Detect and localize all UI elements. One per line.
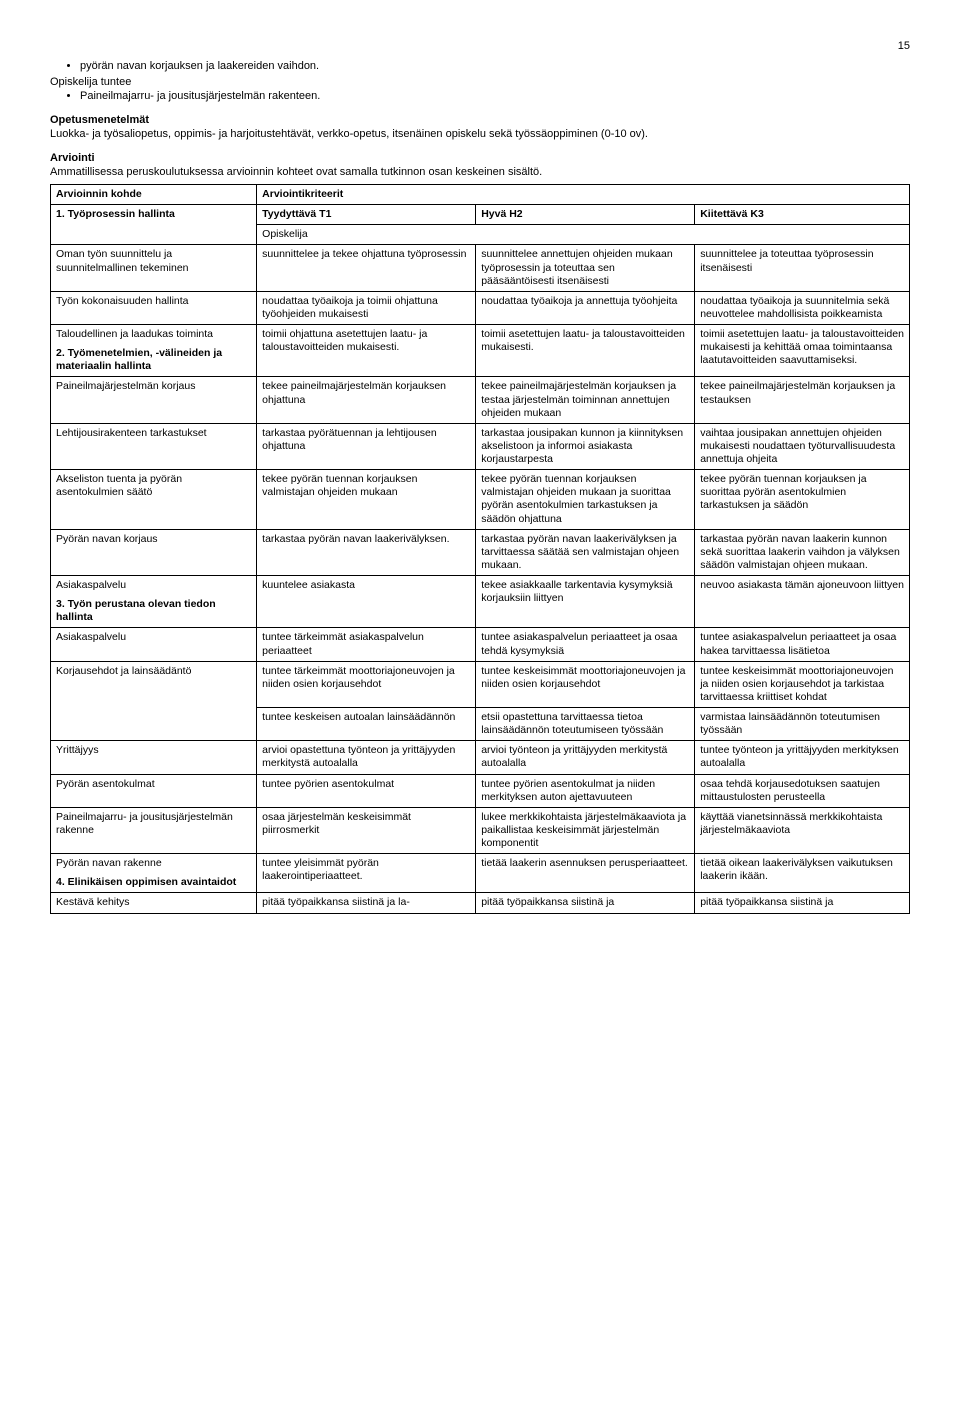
r-jousitus-c2: osaa järjestelmän keskeisimmät piirrosme… <box>257 807 476 853</box>
intro-bullet-1: pyörän navan korjauksen ja laakereiden v… <box>80 60 910 72</box>
r-taloud-c2: toimii ohjattuna asetettujen laatu- ja t… <box>257 325 476 377</box>
r-navankorjaus-c3: tarkastaa pyörän navan laakerivälyksen j… <box>476 529 695 575</box>
r-lehti-c2: tarkastaa pyörätuennan ja lehtijousen oh… <box>257 423 476 469</box>
r-oman-c4: suunnittelee ja toteuttaa työprosessin i… <box>695 245 910 291</box>
r-tyokok-c4: noudattaa työaikoja ja suunnitelmia sekä… <box>695 291 910 324</box>
r-taloud-c4: toimii asetettujen laatu- ja taloustavoi… <box>695 325 910 377</box>
r-asentokulmat-c2: tuntee pyörien asentokulmat <box>257 774 476 807</box>
r-navanrakenne-c2: tuntee yleisimmät pyörän laakerointiperi… <box>257 854 476 893</box>
arviointi-text: Ammatillisessa peruskoulutuksessa arvioi… <box>50 166 910 178</box>
r-jousitus-c3: lukee merkkikohtaista järjestelmäkaaviot… <box>476 807 695 853</box>
r-oman-c2: suunnittelee ja tekee ohjattuna työprose… <box>257 245 476 291</box>
criteria-table: Arvioinnin kohde Arviointikriteerit 1. T… <box>50 184 910 914</box>
r-lainsaad2-c2: tuntee keskeisen autoalan lainsäädännön <box>257 708 476 741</box>
r-navankorjaus-c4: tarkastaa pyörän navan laakerin kunnon s… <box>695 529 910 575</box>
hdr-kohde: Arvioinnin kohde <box>51 185 257 205</box>
r-asiakaspalv2-c1: Asiakaspalvelu <box>51 628 257 661</box>
r-asentokulmat-c1: Pyörän asentokulmat <box>51 774 257 807</box>
r-asiakaspalv1-c2: kuuntelee asiakasta <box>257 576 476 628</box>
r-navanrakenne-c1: Pyörän navan rakenne <box>51 854 257 874</box>
r-korjause-c2: tuntee tärkeimmät moottoriajoneuvojen ja… <box>257 661 476 707</box>
r-taloud-c3: toimii asetettujen laatu- ja taloustavoi… <box>476 325 695 377</box>
r-navankorjaus-c1: Pyörän navan korjaus <box>51 529 257 575</box>
blank-under-row1 <box>51 225 257 245</box>
r-akseli-c3: tekee pyörän tuennan korjauksen valmista… <box>476 470 695 530</box>
opetus-heading: Opetusmenetelmät <box>50 114 910 126</box>
r-korjause-c1: Korjausehdot ja lainsäädäntö <box>51 661 257 741</box>
r-tyokok-c2: noudattaa työaikoja ja toimii ohjattuna … <box>257 291 476 324</box>
r-lainsaad2-c4: varmistaa lainsäädännön toteutumisen työ… <box>695 708 910 741</box>
r-oman-c1: Oman työn suunnittelu ja suunnitelmallin… <box>51 245 257 291</box>
r-navanrakenne-c3: tietää laakerin asennuksen perusperiaatt… <box>476 854 695 893</box>
r-jousitus-c1: Paineilmajarru- ja jousitusjärjestelmän … <box>51 807 257 853</box>
r-paineilma-c3: tekee paineilmajärjestelmän korjauksen j… <box>476 377 695 423</box>
r-asiakaspalv2-c4: tuntee asiakaspalvelun periaatteet ja os… <box>695 628 910 661</box>
r-navanrakenne-c4: tietää oikean laakerivälyksen vaikutukse… <box>695 854 910 893</box>
r-navankorjaus-c2: tarkastaa pyörän navan laakerivälyksen. <box>257 529 476 575</box>
opetus-text: Luokka- ja työsaliopetus, oppimis- ja ha… <box>50 128 910 140</box>
r-tyonperust-c1: 3. Työn perustana olevan tiedon hallinta <box>51 595 257 628</box>
r-lainsaad2-c3: etsii opastettuna tarvittaessa tietoa la… <box>476 708 695 741</box>
r-asentokulmat-c4: osaa tehdä korjausedotuksen saatujen mit… <box>695 774 910 807</box>
r-asiakaspalv1-c1: Asiakaspalvelu <box>51 576 257 596</box>
r-kestava-c4: pitää työpaikkansa siistinä ja <box>695 893 910 913</box>
r-asiakaspalv2-c3: tuntee asiakaspalvelun periaatteet ja os… <box>476 628 695 661</box>
r-asiakaspalv1-c4: neuvoo asiakasta tämän ajoneuvoon liitty… <box>695 576 910 628</box>
r-asiakaspalv2-c2: tuntee tärkeimmät asiakaspalvelun periaa… <box>257 628 476 661</box>
r-kestava-c3: pitää työpaikkansa siistinä ja <box>476 893 695 913</box>
opiskelija-row: Opiskelija <box>257 225 910 245</box>
arviointi-heading: Arviointi <box>50 152 910 164</box>
r-paineilma-c2: tekee paineilmajärjestelmän korjauksen o… <box>257 377 476 423</box>
r-lehti-c3: tarkastaa jousipakan kunnon ja kiinnityk… <box>476 423 695 469</box>
intro-bullet-2: Paineilmajarru- ja jousitusjärjestelmän … <box>80 90 910 102</box>
r-yrittajyys-c4: tuntee työnteon ja yrittäjyyden merkityk… <box>695 741 910 774</box>
r-lehti-c1: Lehtijousirakenteen tarkastukset <box>51 423 257 469</box>
r-asentokulmat-c3: tuntee pyörien asentokulmat ja niiden me… <box>476 774 695 807</box>
r-asiakaspalv1-c3: tekee asiakkaalle tarkentavia kysymyksiä… <box>476 576 695 628</box>
r-tyokok-c1: Työn kokonaisuuden hallinta <box>51 291 257 324</box>
r-kestava-c1: Kestävä kehitys <box>51 893 257 913</box>
r-elinkainen-c1: 4. Elinikäisen oppimisen avaintaidot <box>51 873 257 893</box>
r1c3: Hyvä H2 <box>476 205 695 225</box>
r-kestava-c2: pitää työpaikkansa siistinä ja la- <box>257 893 476 913</box>
r-jousitus-c4: käyttää vianetsinnässä merkkikohtaista j… <box>695 807 910 853</box>
r-oman-c3: suunnittelee annettujen ohjeiden mukaan … <box>476 245 695 291</box>
r-tyokok-c3: noudattaa työaikoja ja annettuja työohje… <box>476 291 695 324</box>
r-korjause-c3: tuntee keskeisimmät moottoriajoneuvojen … <box>476 661 695 707</box>
page-number: 15 <box>50 40 910 52</box>
r-akseli-c4: tekee pyörän tuennan korjauksen ja suori… <box>695 470 910 530</box>
r-tyomen-c1: 2. Työmenetelmien, -välineiden ja materi… <box>51 344 257 377</box>
r-korjause-c4: tuntee keskeisimmät moottoriajoneuvojen … <box>695 661 910 707</box>
intro-line-2: Opiskelija tuntee <box>50 76 910 88</box>
r-akseli-c1: Akseliston tuenta ja pyörän asentokulmie… <box>51 470 257 530</box>
r-akseli-c2: tekee pyörän tuennan korjauksen valmista… <box>257 470 476 530</box>
hdr-kriteerit: Arviointikriteerit <box>257 185 910 205</box>
r-taloud-c1: Taloudellinen ja laadukas toiminta <box>51 325 257 345</box>
r1c1: 1. Työprosessin hallinta <box>51 205 257 225</box>
r-lehti-c4: vaihtaa jousipakan annettujen ohjeiden m… <box>695 423 910 469</box>
r1c2: Tyydyttävä T1 <box>257 205 476 225</box>
r1c4: Kiitettävä K3 <box>695 205 910 225</box>
r-yrittajyys-c1: Yrittäjyys <box>51 741 257 774</box>
r-yrittajyys-c3: arvioi työnteon ja yrittäjyyden merkitys… <box>476 741 695 774</box>
r-paineilma-c1: Paineilmajärjestelmän korjaus <box>51 377 257 423</box>
r-paineilma-c4: tekee paineilmajärjestelmän korjauksen j… <box>695 377 910 423</box>
r-yrittajyys-c2: arvioi opastettuna työnteon ja yrittäjyy… <box>257 741 476 774</box>
